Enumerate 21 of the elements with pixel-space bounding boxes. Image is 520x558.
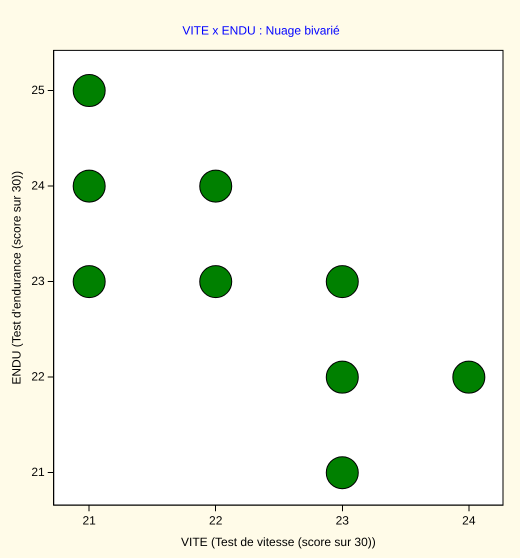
x-tick-label: 24 bbox=[462, 514, 476, 528]
point bbox=[452, 360, 486, 394]
y-tick-label: 22 bbox=[31, 369, 46, 384]
x-axis-title: VITE (Test de vitesse (score sur 30)) bbox=[181, 535, 376, 550]
chart-title: VITE x ENDU : Nuage bivarié bbox=[182, 24, 340, 38]
x-tick-label: 23 bbox=[336, 514, 350, 528]
y-tick-label: 25 bbox=[31, 82, 46, 97]
point bbox=[72, 265, 106, 298]
point bbox=[199, 170, 232, 203]
point bbox=[326, 456, 359, 490]
point bbox=[199, 265, 232, 298]
x-tick-label: 21 bbox=[82, 514, 96, 528]
y-tick-label: 23 bbox=[31, 274, 46, 288]
y-axis-title: ENDU (Test d'endurance (score sur 30)) bbox=[10, 170, 24, 385]
point bbox=[326, 360, 359, 394]
x-tick-label: 22 bbox=[209, 514, 223, 528]
point bbox=[72, 74, 106, 108]
y-tick-label: 24 bbox=[31, 178, 46, 192]
point bbox=[326, 265, 359, 298]
point bbox=[72, 170, 106, 203]
y-tick-label: 21 bbox=[31, 465, 46, 480]
